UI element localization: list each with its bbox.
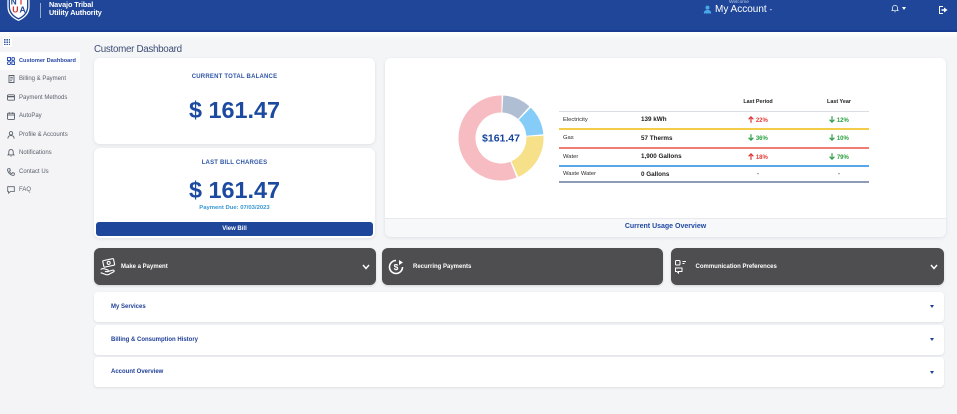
svg-text:N: N: [11, 0, 17, 7]
svg-text:$: $: [394, 262, 399, 272]
svg-text:T: T: [19, 0, 24, 7]
svg-text:U: U: [12, 4, 18, 14]
svg-text:A: A: [19, 4, 26, 14]
svg-text:$161.47: $161.47: [482, 133, 520, 145]
